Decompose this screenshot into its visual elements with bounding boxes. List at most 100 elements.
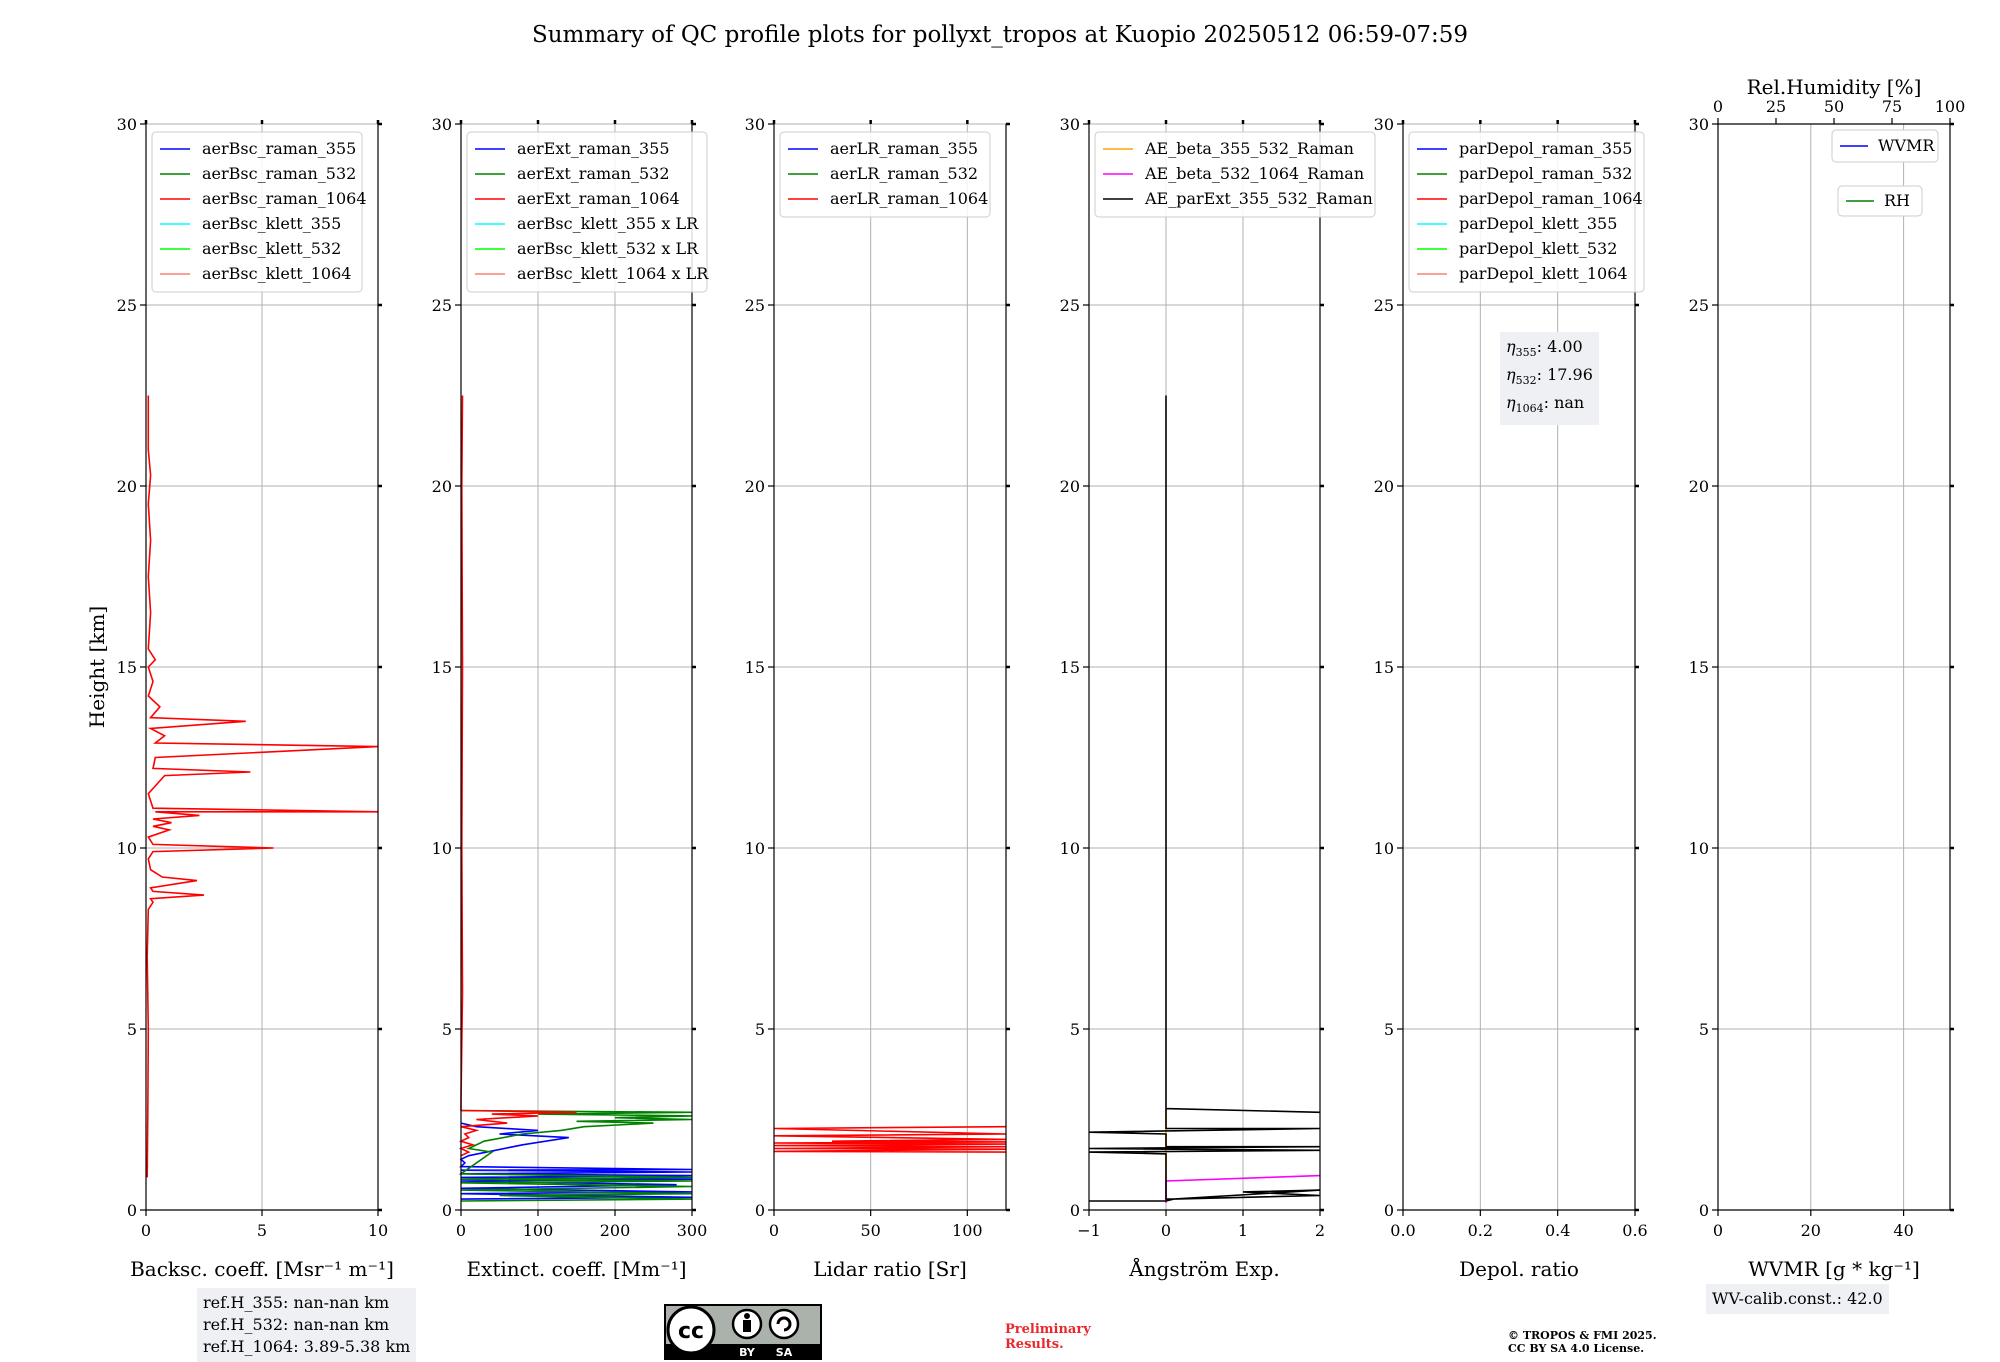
legend-label: WVMR [1878, 136, 1935, 155]
y-tick-label: 10 [432, 839, 452, 858]
y-tick-label: 0 [127, 1201, 137, 1220]
legend-label: parDepol_klett_532 [1459, 239, 1617, 258]
ref-height-1064: ref.H_1064: 3.89-5.38 km [203, 1337, 411, 1356]
legend-box [151, 131, 363, 293]
legend-box [779, 131, 991, 218]
y-tick-label: 25 [745, 296, 765, 315]
legend-box [466, 131, 708, 293]
x-axis-label: Depol. ratio [1459, 1257, 1579, 1281]
y-tick-label: 30 [1060, 115, 1080, 134]
legend-box [1831, 129, 1939, 163]
legend-label: aerBsc_raman_1064 [202, 189, 367, 208]
legend: AE_beta_355_532_Raman AE_beta_532_1064_Ra… [1094, 131, 1376, 218]
ref-height-355: ref.H_355: nan-nan km [203, 1293, 390, 1312]
x-tick-label: 0.0 [1390, 1221, 1415, 1240]
panel-1: 0 5 10 15 20 25 30 0 5 10 Backsc. coeff. [Msr⁻¹ m⁻… [117, 115, 394, 1281]
top-tick-label: 75 [1882, 97, 1902, 116]
y-tick-label: 25 [432, 296, 452, 315]
x-tick-label: 0.4 [1545, 1221, 1570, 1240]
y-tick-label: 30 [745, 115, 765, 134]
legend-label: parDepol_raman_1064 [1459, 189, 1643, 208]
cc-sa-label: SA [776, 1346, 793, 1359]
x-axis-label: Ångström Exp. [1128, 1256, 1279, 1281]
y-tick-label: 10 [1689, 839, 1709, 858]
y-tick-label: 5 [127, 1020, 137, 1039]
legend-label: aerBsc_klett_532 [202, 239, 341, 258]
y-tick-label: 15 [745, 658, 765, 677]
y-tick-label: 15 [1374, 658, 1394, 677]
legend: aerExt_raman_355 aerExt_raman_532 aerExt_r… [466, 131, 709, 293]
y-tick-label: 0 [1699, 1201, 1709, 1220]
ref-height-532: ref.H_532: nan-nan km [203, 1315, 390, 1334]
x-tick-label: 200 [600, 1221, 631, 1240]
y-tick-label: 10 [1374, 839, 1394, 858]
y-tick-label: 5 [755, 1020, 765, 1039]
x-tick-label: 0 [141, 1221, 151, 1240]
legend-label: aerLR_raman_355 [830, 139, 978, 158]
series-aerLR_raman_1064 [773, 1125, 1007, 1153]
y-tick-label: 10 [117, 839, 137, 858]
x-tick-label: 50 [860, 1221, 880, 1240]
y-tick-label: 5 [1699, 1020, 1709, 1039]
cc-license-logo: cc BY SA [664, 1304, 822, 1360]
legend-label: aerLR_raman_532 [830, 164, 978, 183]
y-tick-label: 25 [1060, 296, 1080, 315]
legend-label: parDepol_raman_355 [1459, 139, 1632, 158]
top-tick-label: 100 [1935, 97, 1966, 116]
eta-355: η355: 4.00 [1506, 337, 1583, 360]
legend-box [1837, 185, 1923, 217]
x-tick-label: 5 [257, 1221, 267, 1240]
legend-label: AE_beta_532_1064_Raman [1144, 164, 1364, 183]
y-tick-label: 30 [432, 115, 452, 134]
eta-532: η532: 17.96 [1506, 365, 1593, 388]
x-tick-label: 0 [456, 1221, 466, 1240]
legend-box [1094, 131, 1376, 218]
legend-label: aerExt_raman_532 [517, 164, 670, 183]
y-tick-label: 30 [117, 115, 137, 134]
y-tick-label: 0 [442, 1201, 452, 1220]
y-tick-label: 0 [1070, 1201, 1080, 1220]
y-tick-label: 15 [117, 658, 137, 677]
legend-label: aerExt_raman_1064 [517, 189, 680, 208]
series-AE_parExt_355_532_Raman [1088, 395, 1321, 1202]
legend-label: aerBsc_raman_532 [202, 164, 356, 183]
legend-label: aerExt_raman_355 [517, 139, 670, 158]
panel-5: 0 5 10 15 20 25 30 0.0 0.2 0.4 0.6 Depol. ratio parD… [1374, 115, 1648, 1281]
legend-label: aerBsc_raman_355 [202, 139, 356, 158]
y-tick-label: 20 [432, 477, 452, 496]
legend-label: aerBsc_klett_532 x LR [517, 239, 699, 258]
legend-label: parDepol_klett_1064 [1459, 264, 1628, 283]
x-axis-label: Lidar ratio [Sr] [813, 1257, 967, 1281]
x-axis-label: Extinct. coeff. [Mm⁻¹] [466, 1257, 686, 1281]
wv-calibration-box: WV-calib.const.: 42.0 [1706, 1284, 1889, 1314]
legend-label: AE_parExt_355_532_Raman [1144, 189, 1373, 208]
x-axis-label: WVMR [g * kg⁻¹] [1748, 1257, 1920, 1281]
y-tick-label: 25 [117, 296, 137, 315]
y-tick-label: 10 [745, 839, 765, 858]
top-axis-label: Rel.Humidity [%] [1747, 75, 1922, 99]
legend: parDepol_raman_355 parDepol_raman_532 parD… [1408, 131, 1645, 293]
copyright-note: © TROPOS & FMI 2025. CC BY SA 4.0 Licens… [1508, 1329, 1657, 1355]
cc-by-label: BY [739, 1346, 756, 1359]
y-tick-label: 20 [1374, 477, 1394, 496]
y-tick-label: 20 [117, 477, 137, 496]
figure-title: Summary of QC profile plots for pollyxt_… [531, 22, 1469, 48]
y-tick-label: 15 [432, 658, 452, 677]
x-tick-label: 0.6 [1622, 1221, 1647, 1240]
y-axis-label: Height [km] [85, 606, 109, 728]
x-tick-label: 100 [523, 1221, 554, 1240]
legend: aerBsc_raman_355 aerBsc_raman_532 aerBsc_r… [151, 131, 367, 293]
x-tick-label: 10 [368, 1221, 388, 1240]
x-tick-label: 1 [1238, 1221, 1248, 1240]
legend: aerLR_raman_355 aerLR_raman_532 aerLR_rama… [779, 131, 991, 218]
x-tick-label: 40 [1893, 1221, 1913, 1240]
y-tick-label: 25 [1689, 296, 1709, 315]
legend-label: RH [1884, 191, 1910, 210]
y-tick-label: 20 [1060, 477, 1080, 496]
x-tick-label: 100 [952, 1221, 983, 1240]
